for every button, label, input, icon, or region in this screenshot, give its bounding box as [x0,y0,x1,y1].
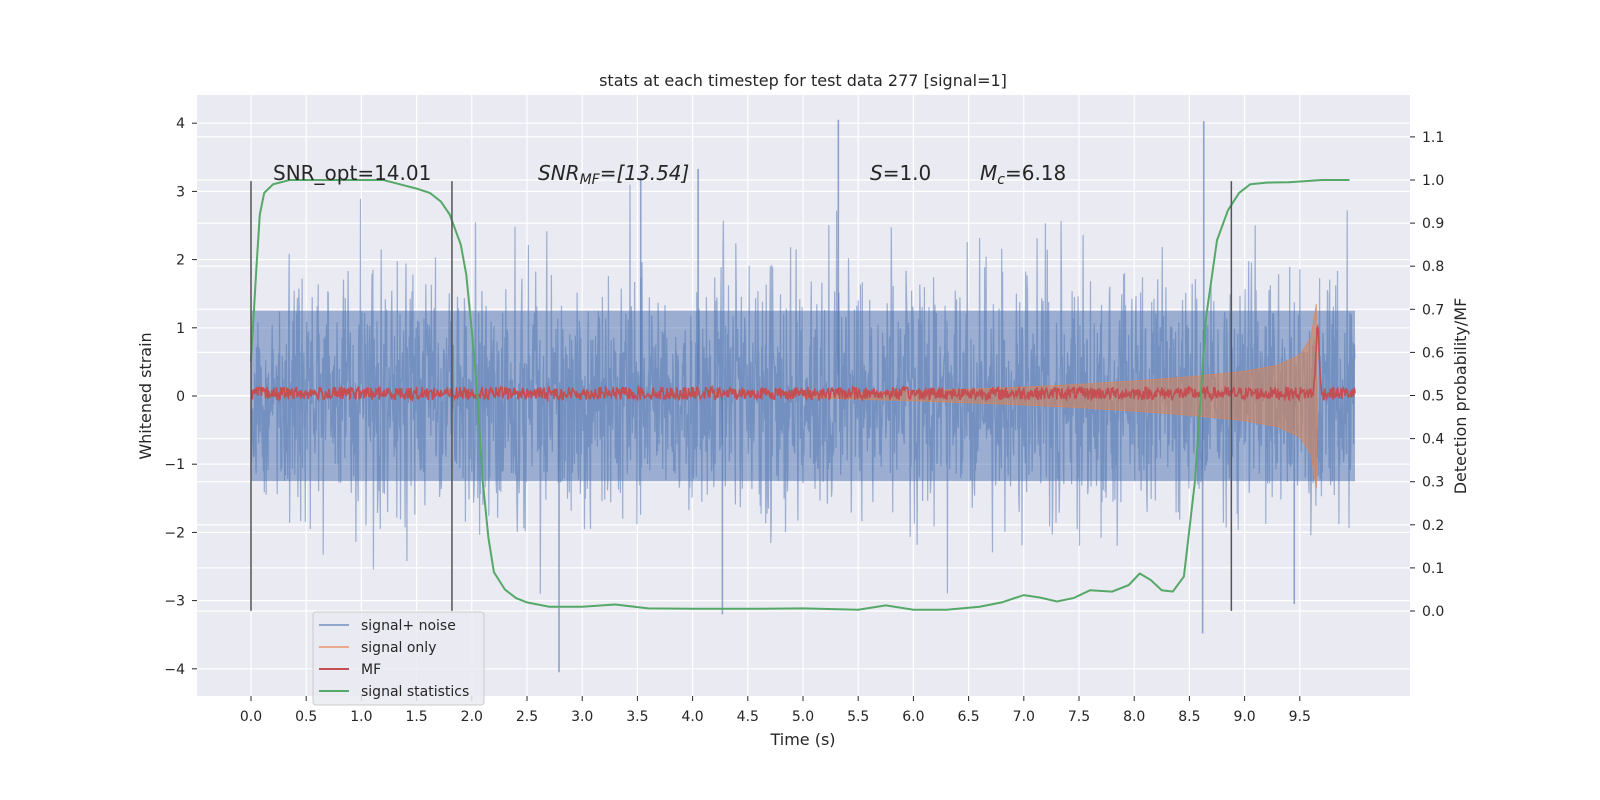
x-tick-label: 9.5 [1289,709,1311,725]
y-tick-label: −1 [164,457,185,473]
y-tick-label: −2 [164,525,185,541]
x-tick-label: 5.0 [792,709,814,725]
y-axis-label-right: Detection probability/MF [1451,298,1470,495]
legend-label-signal-only: signal only [361,640,436,656]
y-right-tick-label: 1.1 [1422,130,1444,146]
x-tick-label: 8.5 [1178,709,1200,725]
x-tick-label: 4.5 [737,709,759,725]
y-right-tick-label: 0.6 [1422,345,1444,361]
y-tick-label: 1 [176,321,185,337]
y-ticks-left: 4 3 2 1 0 −1 −2 −3 −4 [164,116,197,678]
y-right-tick-label: 0.1 [1422,561,1444,577]
y-tick-label: −4 [164,662,185,678]
x-tick-label: 6.5 [957,709,979,725]
x-tick-label: 3.5 [626,709,648,725]
data-layer [250,119,1356,673]
y-tick-label: 0 [176,389,185,405]
legend-label-signal-noise: signal+ noise [361,618,456,634]
x-tick-label: 0.0 [240,709,262,725]
x-tick-label: 9.0 [1233,709,1255,725]
y-tick-label: 2 [176,253,185,269]
legend-label-signal-statistics: signal statistics [361,684,469,700]
y-tick-label: 3 [176,184,185,200]
x-tick-label: 2.5 [516,709,538,725]
y-right-tick-label: 0.9 [1422,216,1444,232]
s-value: =1.0 [883,161,932,185]
x-tick-label: 1.0 [350,709,372,725]
legend-box [312,611,485,706]
x-tick-label: 7.5 [1068,709,1090,725]
y-right-tick-label: 0.5 [1422,389,1444,405]
snr-mf-value: =[13.54] [600,161,690,185]
annotation-mc: Mc=6.18 [980,161,1066,188]
y-right-tick-label: 0.2 [1422,518,1444,534]
snr-mf-subscript: MF [580,172,601,188]
y-ticks-right: 1.1 1.0 0.9 0.8 0.7 0.6 0.5 0.4 0.3 0.2 0.1 0.0 [1410,130,1444,620]
x-tick-label: 3.0 [571,709,593,725]
annotation-snr-opt: SNR_opt=14.01 [273,161,431,185]
x-tick-label: 2.0 [461,709,483,725]
x-axis-label: Time (s) [769,730,835,749]
x-tick-label: 0.5 [295,709,317,725]
y-right-tick-label: 0.8 [1422,259,1444,275]
snr-mf-prefix: SNR [538,161,580,185]
y-tick-label: 4 [176,116,185,132]
y-tick-label: −3 [164,594,185,610]
series-signal-statistics [250,179,1350,611]
y-axis-label: Whitened strain [136,332,155,459]
x-tick-label: 6.0 [902,709,924,725]
series-signal-only [802,303,1317,489]
y-right-tick-label: 0.4 [1422,432,1444,448]
annotation-snr-mf: SNRMF=[13.54] [538,161,689,188]
y-right-tick-label: 0.0 [1422,604,1444,620]
mc-prefix: M [980,161,997,185]
annotation-s: S=1.0 [870,161,931,185]
x-tick-label: 5.5 [847,709,869,725]
x-ticks: 0.0 0.5 1.0 1.5 2.0 2.5 3.0 3.5 4.0 4.5 5.0 5.5 6.0 6… [240,696,1311,725]
mc-value: =6.18 [1005,161,1066,185]
s-prefix: S [870,161,883,185]
x-tick-label: 1.5 [405,709,427,725]
x-tick-label: 8.0 [1123,709,1145,725]
y-right-tick-label: 0.3 [1422,475,1444,491]
legend: signal+ noise signal only MF signal stat… [312,611,485,706]
legend-label-mf: MF [361,662,381,678]
y-right-tick-label: 0.7 [1422,302,1444,318]
series-mf [250,323,1356,403]
x-tick-label: 4.0 [681,709,703,725]
x-tick-label: 7.0 [1013,709,1035,725]
y-right-tick-label: 1.0 [1422,173,1444,189]
mc-subscript: c [997,172,1005,188]
chart-title: stats at each timestep for test data 277… [599,71,1007,90]
